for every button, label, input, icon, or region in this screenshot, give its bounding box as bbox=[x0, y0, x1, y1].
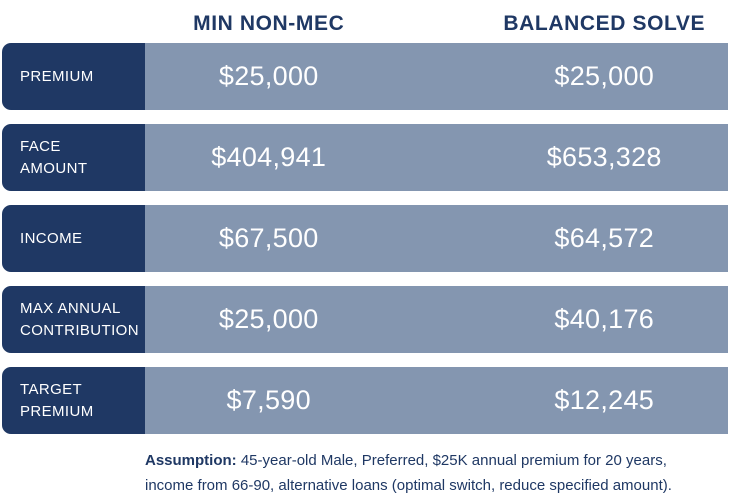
footnote-text: 45-year-old Male, Preferred, $25K annual… bbox=[145, 452, 672, 494]
row-label-target-premium: TARGET PREMIUM bbox=[2, 367, 145, 434]
cell-premium-balanced-solve: $25,000 bbox=[437, 43, 729, 110]
cell-value: $653,328 bbox=[546, 142, 662, 172]
cell-target-premium-balanced-solve: $12,245 bbox=[437, 367, 729, 434]
cell-target-premium-min-non-mec: $7,590 bbox=[145, 367, 437, 434]
cell-value: $25,000 bbox=[218, 304, 319, 334]
cell-max-annual-contribution-min-non-mec: $25,000 bbox=[145, 286, 437, 353]
cell-value: $67,500 bbox=[218, 223, 319, 253]
cell-value: $404,941 bbox=[211, 142, 327, 172]
footnote-label: Assumption: bbox=[145, 452, 237, 469]
cell-face-amount-min-non-mec: $404,941 bbox=[145, 124, 437, 191]
cell-value: $40,176 bbox=[554, 304, 655, 334]
table-row-income: INCOME $67,500 $64,572 bbox=[2, 205, 728, 272]
table-row-target-premium: TARGET PREMIUM $7,590 $12,245 bbox=[2, 367, 728, 434]
row-data: $7,590 $12,245 bbox=[145, 367, 728, 434]
cell-value: $64,572 bbox=[554, 223, 655, 253]
column-header-balanced-solve: BALANCED SOLVE bbox=[503, 11, 706, 35]
row-data: $25,000 $25,000 bbox=[145, 43, 728, 110]
cell-income-min-non-mec: $67,500 bbox=[145, 205, 437, 272]
cell-value: $7,590 bbox=[226, 385, 311, 415]
table-row-face-amount: FACE AMOUNT $404,941 $653,328 bbox=[2, 124, 728, 191]
row-label-face-amount: FACE AMOUNT bbox=[2, 124, 145, 191]
table-row-premium: PREMIUM $25,000 $25,000 bbox=[2, 43, 728, 110]
cell-premium-min-non-mec: $25,000 bbox=[145, 43, 437, 110]
assumption-footnote: Assumption: 45-year-old Male, Preferred,… bbox=[145, 448, 705, 497]
row-data: $67,500 $64,572 bbox=[145, 205, 728, 272]
cell-face-amount-balanced-solve: $653,328 bbox=[437, 124, 729, 191]
row-label-income: INCOME bbox=[2, 205, 145, 272]
row-data: $25,000 $40,176 bbox=[145, 286, 728, 353]
row-label-max-annual-contribution: MAX ANNUAL CONTRIBUTION bbox=[2, 286, 145, 353]
cell-income-balanced-solve: $64,572 bbox=[437, 205, 729, 272]
column-header-min-non-mec: MIN NON-MEC bbox=[193, 11, 345, 35]
cell-value: $12,245 bbox=[554, 385, 655, 415]
cell-value: $25,000 bbox=[218, 61, 319, 91]
row-label-premium: PREMIUM bbox=[2, 43, 145, 110]
cell-max-annual-contribution-balanced-solve: $40,176 bbox=[437, 286, 729, 353]
table-header-row: MIN NON-MEC BALANCED SOLVE bbox=[0, 0, 743, 43]
table-row-max-annual-contribution: MAX ANNUAL CONTRIBUTION $25,000 $40,176 bbox=[2, 286, 728, 353]
row-data: $404,941 $653,328 bbox=[145, 124, 728, 191]
cell-value: $25,000 bbox=[554, 61, 655, 91]
